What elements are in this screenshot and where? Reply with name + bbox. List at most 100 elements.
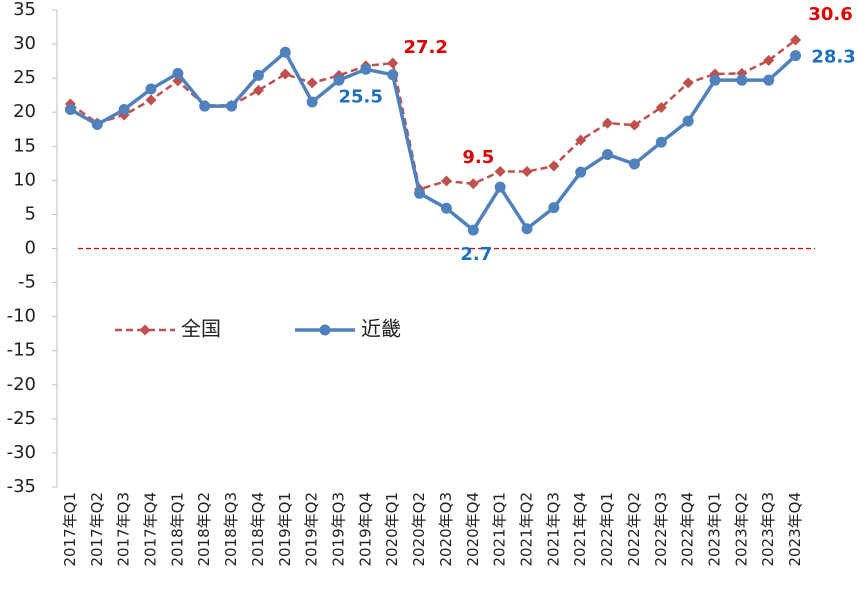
data-point xyxy=(628,158,640,170)
legend-marker xyxy=(139,324,151,336)
series-line xyxy=(69,38,797,191)
x-tick-label: 2018年Q3 xyxy=(222,492,240,567)
y-tick-label: -5 xyxy=(18,272,36,293)
data-point xyxy=(226,100,238,112)
x-tick-label: 2019年Q1 xyxy=(276,492,294,567)
y-tick-label: 35 xyxy=(13,0,36,20)
data-point xyxy=(252,69,264,81)
x-tick-label: 2018年Q4 xyxy=(249,492,267,567)
data-point xyxy=(387,57,399,69)
x-tick-label: 2020年Q1 xyxy=(383,492,401,567)
data-label: 9.5 xyxy=(462,147,494,168)
data-point xyxy=(602,148,614,160)
data-point xyxy=(91,118,103,130)
data-point xyxy=(548,202,560,214)
data-point xyxy=(440,202,452,214)
x-tick-label: 2021年Q4 xyxy=(571,492,589,567)
data-point xyxy=(387,69,399,81)
x-tick-label: 2020年Q4 xyxy=(464,492,482,567)
data-point xyxy=(763,74,775,86)
data-point xyxy=(172,67,184,79)
data-point xyxy=(602,117,614,129)
data-point xyxy=(628,119,640,131)
data-label: 2.7 xyxy=(460,244,492,265)
data-point xyxy=(548,160,560,172)
x-tick-label: 2019年Q2 xyxy=(303,492,321,567)
x-tick-label: 2023年Q1 xyxy=(706,492,724,567)
x-tick-label: 2021年Q1 xyxy=(491,492,509,567)
data-point xyxy=(440,175,452,187)
y-tick-label: 25 xyxy=(13,67,36,88)
data-point xyxy=(145,94,157,106)
x-tick-label: 2022年Q4 xyxy=(679,492,697,567)
x-tick-label: 2021年Q3 xyxy=(544,492,562,567)
x-tick-label: 2017年Q4 xyxy=(142,492,160,567)
data-point xyxy=(494,165,506,177)
data-point xyxy=(575,134,587,146)
data-point xyxy=(494,181,506,193)
x-tick-label: 2017年Q2 xyxy=(88,492,106,567)
x-tick-label: 2023年Q3 xyxy=(759,492,777,567)
data-point xyxy=(682,115,694,127)
data-label: 28.3 xyxy=(811,47,855,68)
legend-label: 全国 xyxy=(181,317,221,341)
data-point xyxy=(763,54,775,66)
data-point xyxy=(252,84,264,96)
legend-marker xyxy=(319,324,331,336)
data-point xyxy=(736,74,748,86)
data-point xyxy=(306,96,318,108)
data-point xyxy=(414,187,426,199)
legend-label: 近畿 xyxy=(361,317,401,341)
data-point xyxy=(118,103,130,115)
y-tick-label: 15 xyxy=(13,135,36,156)
data-point xyxy=(521,165,533,177)
data-point xyxy=(655,136,667,148)
y-tick-label: 10 xyxy=(13,169,36,190)
data-point xyxy=(655,101,667,113)
x-tick-label: 2023年Q2 xyxy=(732,492,750,567)
data-point xyxy=(279,46,291,58)
data-point xyxy=(790,34,802,46)
data-label: 30.6 xyxy=(808,4,852,25)
data-point xyxy=(467,178,479,190)
y-tick-label: -25 xyxy=(7,408,36,429)
x-tick-label: 2018年Q2 xyxy=(195,492,213,567)
series-line xyxy=(69,49,797,233)
data-point xyxy=(145,83,157,95)
y-tick-label: -20 xyxy=(7,374,36,395)
y-tick-label: -10 xyxy=(7,306,36,327)
x-tick-label: 2018年Q1 xyxy=(168,492,186,567)
x-tick-label: 2017年Q1 xyxy=(61,492,79,567)
data-point xyxy=(790,50,802,62)
data-point xyxy=(360,63,372,75)
data-point xyxy=(306,77,318,89)
x-tick-label: 2019年Q4 xyxy=(356,492,374,567)
data-point xyxy=(521,223,533,235)
x-tick-label: 2017年Q3 xyxy=(115,492,133,567)
data-point xyxy=(333,74,345,86)
x-tick-label: 2020年Q3 xyxy=(437,492,455,567)
data-point xyxy=(64,103,76,115)
data-label: 25.5 xyxy=(339,87,383,108)
y-tick-label: 20 xyxy=(13,101,36,122)
data-point xyxy=(575,166,587,178)
data-point xyxy=(682,77,694,89)
x-tick-label: 2022年Q3 xyxy=(652,492,670,567)
data-point xyxy=(467,224,479,236)
y-tick-label: -35 xyxy=(7,476,36,497)
data-point xyxy=(279,68,291,80)
data-label: 27.2 xyxy=(404,37,448,58)
x-tick-label: 2022年Q1 xyxy=(598,492,616,567)
data-point xyxy=(709,74,721,86)
x-tick-label: 2023年Q4 xyxy=(786,492,804,567)
x-tick-label: 2020年Q2 xyxy=(410,492,428,567)
y-tick-label: -30 xyxy=(7,442,36,463)
y-tick-label: -15 xyxy=(7,340,36,361)
y-tick-label: 30 xyxy=(13,33,36,54)
data-point xyxy=(199,100,211,112)
x-tick-label: 2019年Q3 xyxy=(330,492,348,567)
y-tick-label: 0 xyxy=(25,238,36,259)
x-tick-label: 2022年Q2 xyxy=(625,492,643,567)
y-tick-label: 5 xyxy=(25,203,36,224)
